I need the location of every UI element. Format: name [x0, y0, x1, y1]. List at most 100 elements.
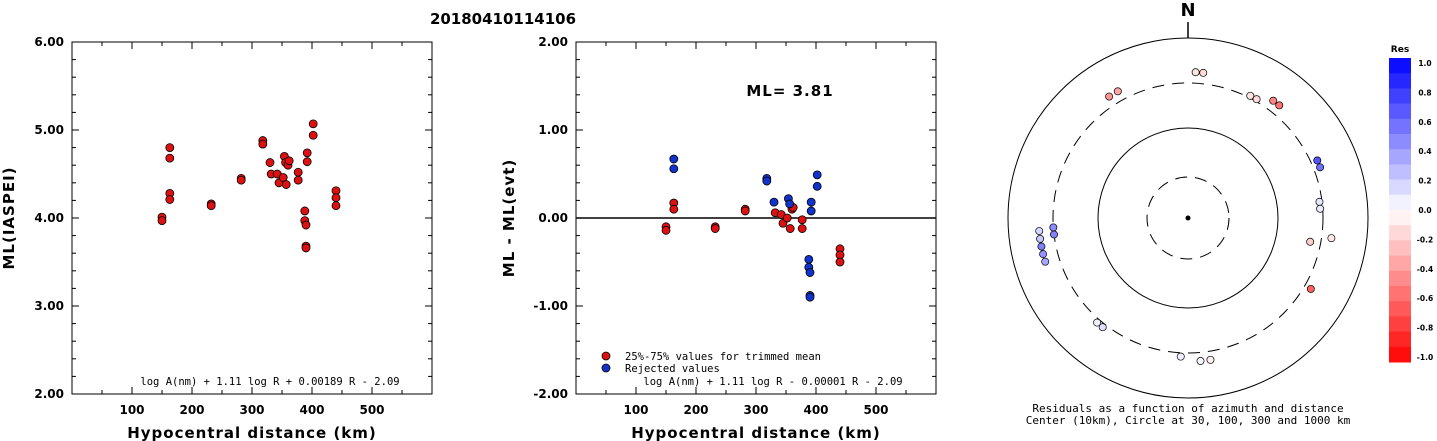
north-label: N: [1180, 0, 1195, 21]
x-tick-label: 300: [743, 403, 768, 417]
formula-label: log A(nm) + 1.11 log R + 0.00189 R - 2.0…: [140, 376, 399, 388]
ml-annotation: ML= 3.81: [746, 82, 833, 100]
y-tick-label: 2.00: [538, 35, 568, 49]
rejected-point: [762, 176, 772, 186]
data-point: [331, 201, 341, 211]
rejected-point: [669, 154, 679, 164]
rejected-point: [669, 164, 679, 174]
residual-point: [1313, 156, 1322, 165]
data-point: [302, 157, 312, 167]
trimmed-point: [782, 213, 792, 223]
legend-marker-rejected: [601, 363, 611, 373]
colorbar-cell: [1389, 58, 1411, 74]
rejected-point: [769, 197, 779, 207]
y-tick-label: 6.00: [34, 35, 64, 49]
data-point: [308, 119, 318, 129]
y-tick-label: 2.00: [34, 387, 64, 401]
ring-300km: [1052, 82, 1324, 354]
residual-point: [1275, 101, 1284, 110]
residual-point: [1306, 284, 1315, 293]
residual-point: [1246, 91, 1255, 100]
rejected-point: [812, 181, 822, 191]
residual-point: [1196, 357, 1205, 365]
colorbar-cell: [1389, 225, 1411, 241]
x-tick-label: 200: [179, 403, 204, 417]
x-axis-label: Hypocentral distance (km): [127, 424, 377, 441]
residual-point: [1327, 234, 1336, 243]
data-point: [206, 201, 216, 211]
ring-1000km: [1007, 37, 1369, 399]
rejected-point: [812, 170, 822, 180]
ring-30km: [1146, 176, 1230, 260]
y-tick-label: -2.00: [533, 387, 568, 401]
residual-point: [1315, 197, 1324, 206]
x-tick-label: 400: [803, 403, 828, 417]
x-tick-label: 200: [683, 403, 708, 417]
colorbar-tick-label: 0.4: [1418, 147, 1431, 156]
residual-point: [1269, 96, 1278, 105]
trimmed-point: [661, 225, 671, 235]
polar-caption-2: Center (10km), Circle at 30, 100, 300 an…: [1026, 414, 1351, 427]
data-point: [236, 175, 246, 185]
colorbar-tick-label: 0.6: [1418, 118, 1431, 127]
residual-point: [1252, 95, 1261, 104]
trimmed-point: [797, 215, 807, 225]
data-point: [308, 130, 318, 140]
x-tick-label: 400: [299, 403, 324, 417]
colorbar-cell: [1389, 255, 1411, 272]
colorbar-cell: [1389, 301, 1411, 317]
colorbar-cell: [1389, 149, 1411, 165]
colorbar-cell: [1389, 286, 1411, 302]
colorbar-cell: [1389, 73, 1411, 89]
rejected-point: [785, 199, 794, 209]
colorbar-cell: [1389, 134, 1411, 150]
data-point: [302, 148, 312, 158]
colorbar-tick-label: -0.8: [1417, 324, 1433, 333]
residual-point: [1105, 92, 1114, 101]
colorbar-cell: [1389, 164, 1411, 181]
data-point: [258, 139, 268, 149]
residual-point: [1093, 318, 1102, 327]
data-point: [301, 220, 311, 230]
ml-residual-plot: 100 200 300 400 500 -2.00 -1.00 0.00 1.00 2.00 ML…: [500, 35, 937, 441]
colorbar-cell: [1389, 194, 1411, 211]
plot-frame: [71, 41, 433, 395]
residual-point: [1113, 87, 1122, 96]
azimuth-residual-plot: N Residuals as a function of azimuth and…: [1007, 0, 1369, 427]
colorbar-tick-label: -0.2: [1417, 235, 1433, 244]
polar-caption-1: Residuals as a function of azimuth and d…: [1032, 402, 1343, 415]
residual-point: [1316, 163, 1325, 172]
colorbar-cell: [1389, 346, 1411, 363]
data-point: [157, 216, 167, 226]
colorbar-tick-label: 0.2: [1418, 177, 1431, 186]
trimmed-point: [835, 257, 845, 267]
y-tick-label: 1.00: [538, 123, 568, 137]
colorbar-tick-label: 0.0: [1418, 206, 1431, 215]
residual-point: [1037, 242, 1046, 251]
y-axis-label: ML - ML(evt): [500, 159, 518, 277]
rejected-point: [805, 292, 815, 302]
colorbar-tick-label: 0.8: [1418, 88, 1431, 97]
data-point: [165, 143, 175, 153]
residual-point: [1039, 250, 1048, 259]
trimmed-point: [710, 224, 720, 233]
colorbar-title: Res: [1391, 45, 1409, 55]
x-axis-label: Hypocentral distance (km): [631, 424, 881, 441]
trimmed-point: [740, 206, 750, 216]
legend-label-trimmed: 25%-75% values for trimmed mean: [625, 351, 821, 363]
figure-title: 20180410114106: [430, 10, 576, 28]
colorbar-cell: [1389, 331, 1411, 348]
ring-100km: [1097, 127, 1279, 309]
data-point: [165, 153, 175, 163]
data-point: [331, 193, 341, 203]
data-point: [293, 175, 303, 185]
legend-label-rejected: Rejected values: [625, 363, 720, 375]
trimmed-point: [785, 224, 795, 233]
y-tick-label: -1.00: [533, 299, 568, 313]
center-point: [1185, 215, 1191, 221]
rejected-point: [804, 254, 814, 264]
residual-point: [1176, 352, 1185, 361]
colorbar-cell: [1389, 210, 1411, 226]
residual-colorbar: Res 1.0 0.8 0.6 0.4 0.2 0.0 -0.2 -0.4 -0.6 -0.8 -1…: [1389, 45, 1433, 363]
